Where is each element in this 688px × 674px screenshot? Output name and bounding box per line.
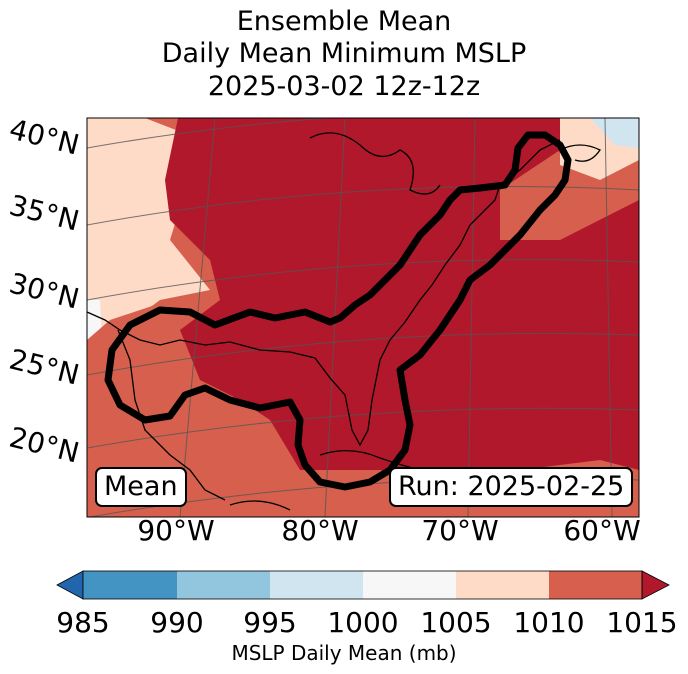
colorbar-bin-995-1000 [270, 571, 363, 599]
lon-label-80: 80°W [281, 514, 359, 547]
ensemble-contour [104, 131, 572, 491]
run-date-label: Run: 2025-02-25 [389, 467, 634, 507]
colorbar-bin-990-995 [177, 571, 270, 599]
colorbar-tick-1000: 1000 [327, 606, 399, 639]
colorbar-tick-1010: 1010 [513, 606, 585, 639]
field-1015-plus [165, 118, 639, 480]
colorbar [56, 570, 670, 600]
grid-lat-25 [87, 332, 639, 376]
title-line-2: Daily Mean Minimum MSLP [161, 38, 527, 69]
mean-label: Mean [95, 467, 187, 507]
colorbar-tick-1005: 1005 [420, 606, 492, 639]
title-line-3: 2025-03-02 12z-12z [207, 71, 481, 102]
great-lakes [309, 132, 441, 195]
colorbar-tick-995: 995 [243, 606, 297, 639]
colorbar-tick-1015: 1015 [606, 606, 678, 639]
nova-scotia [559, 144, 601, 162]
colorbar-bin-985-990 [83, 571, 177, 599]
grid-lat-30 [87, 259, 639, 301]
map-area [87, 118, 639, 517]
colorbar-extend-high [641, 570, 670, 600]
yucatan [229, 500, 291, 511]
lon-label-70: 70°W [421, 514, 499, 547]
colorbar-label: MSLP Daily Mean (mb) [231, 641, 457, 665]
grid-lat-20 [87, 407, 639, 449]
field-1010-1015-b [87, 300, 170, 430]
grid-lon-70 [467, 118, 476, 517]
lon-label-60: 60°W [563, 514, 641, 547]
colorbar-tick-990: 990 [150, 606, 204, 639]
colorbar-bin-1005-1010 [456, 571, 549, 599]
field-ne-blue [590, 118, 639, 148]
colorbar-bin-1010-1015 [549, 571, 642, 599]
map-frame [86, 117, 640, 518]
coastlines [87, 132, 601, 511]
lon-label-90: 90°W [137, 514, 215, 547]
colorbar-bin-1000-1005 [363, 571, 456, 599]
title-line-1: Ensemble Mean [236, 6, 452, 37]
colorbar-tick-985: 985 [56, 606, 110, 639]
colorbar-extend-low [56, 570, 84, 600]
mexico-coast [117, 329, 226, 501]
us-coastline [87, 139, 561, 447]
grid-lon-60 [604, 118, 613, 517]
grid-lat-40 [87, 118, 335, 149]
cuba [319, 450, 421, 471]
colorbar-outline [82, 570, 643, 600]
